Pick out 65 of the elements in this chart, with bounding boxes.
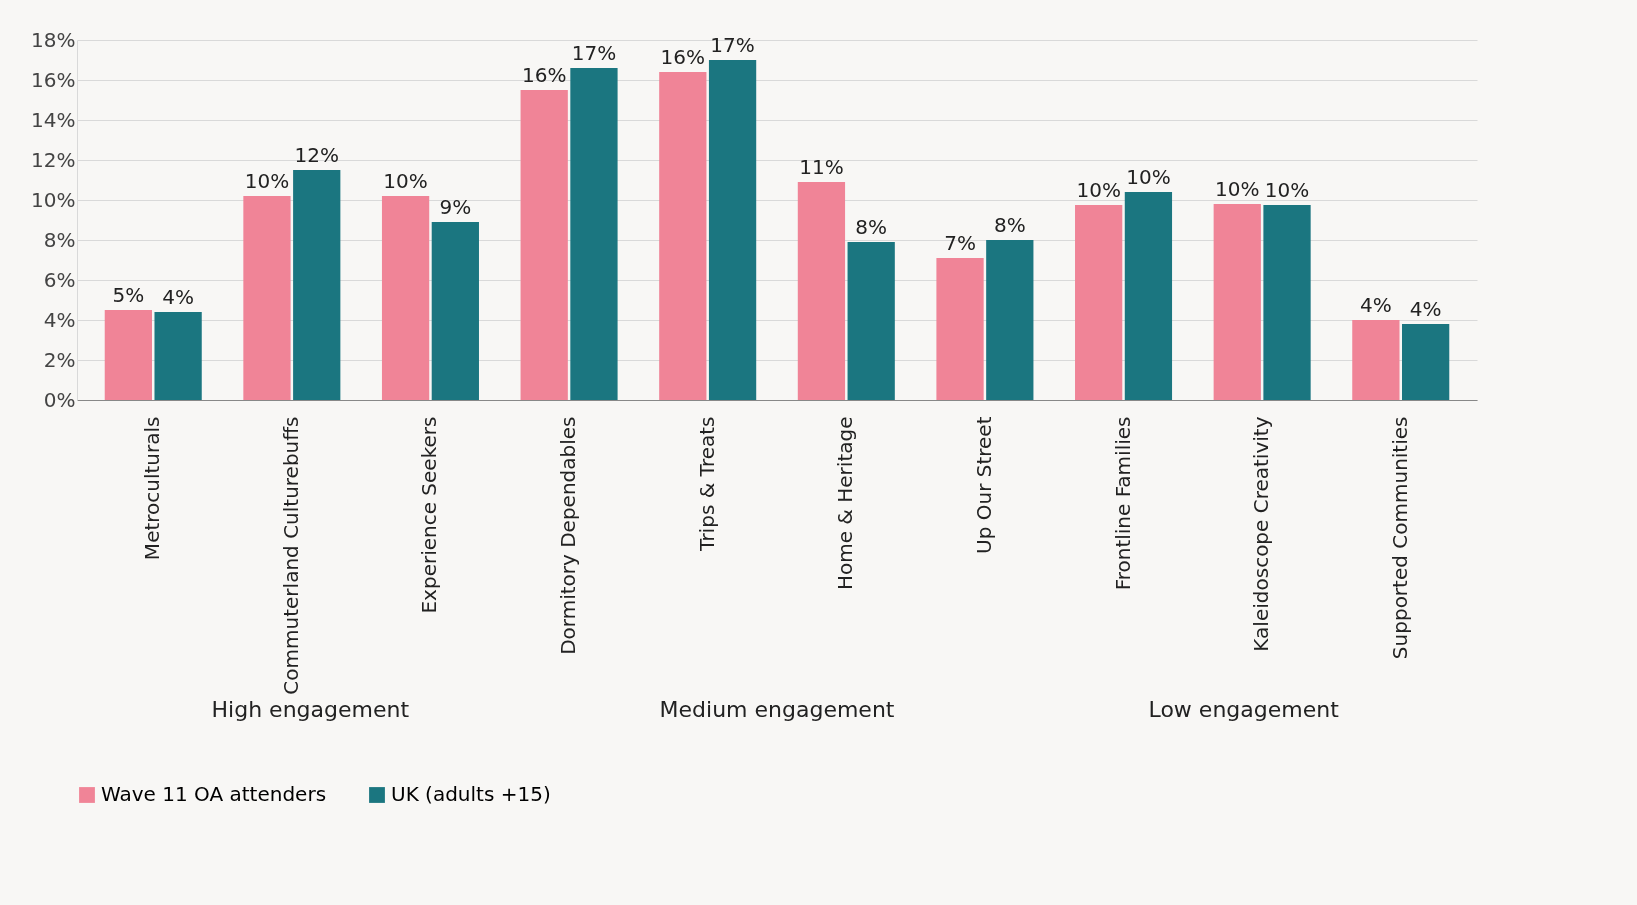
legend-label: UK (adults +15) — [391, 782, 551, 806]
data-label: 10% — [1215, 177, 1260, 201]
x-tick-label: Home & Heritage — [833, 416, 858, 591]
text: Low engagement — [1148, 697, 1340, 722]
data-label: 7% — [944, 231, 976, 255]
data-label: 16% — [660, 45, 706, 69]
data-label: 5% — [112, 283, 145, 307]
data-label: 10% — [1264, 178, 1310, 202]
y-tick-label: 2% — [43, 347, 76, 372]
y-tick-label: 0% — [43, 387, 76, 412]
bar — [154, 312, 202, 400]
bar — [381, 196, 430, 400]
data-label: 4% — [162, 285, 194, 309]
bar — [659, 72, 707, 400]
y-tick-label: 4% — [43, 307, 76, 332]
data-label: 10% — [244, 169, 290, 193]
x-tick-label: Commuterland Culturebuffs — [278, 416, 303, 695]
bar — [1352, 320, 1400, 400]
y-tick-label: 10% — [31, 187, 76, 212]
y-tick-label: 8% — [43, 227, 76, 252]
data-label: 4% — [1409, 297, 1442, 321]
data-label: 16% — [521, 63, 567, 87]
data-label: 17% — [571, 41, 617, 65]
data-label: 10% — [1126, 165, 1171, 189]
y-tick-label: 16% — [31, 67, 76, 92]
x-tick-label: Frontline Families — [1110, 416, 1135, 591]
data-label: 17% — [710, 33, 755, 57]
bar — [1213, 204, 1261, 400]
bar — [570, 68, 618, 400]
bar — [797, 182, 846, 400]
bar — [293, 170, 341, 400]
data-label: 10% — [383, 169, 428, 193]
bar — [708, 60, 757, 400]
x-tick-label: Kaleidoscope Creativity — [1249, 416, 1274, 652]
y-tick-label: 14% — [31, 107, 76, 132]
data-label: 8% — [855, 215, 888, 239]
data-label: 8% — [993, 213, 1026, 237]
x-tick-label: Metroculturals — [140, 416, 165, 561]
bar — [243, 196, 291, 400]
y-tick-label: 18% — [31, 27, 76, 52]
bar — [1263, 205, 1311, 400]
bar — [1402, 324, 1450, 400]
bar — [1124, 192, 1173, 400]
x-tick-label: Trips & Treats — [694, 416, 719, 552]
bar — [431, 222, 479, 400]
x-tick-label: Experience Seekers — [417, 416, 442, 614]
bar — [104, 310, 152, 400]
y-tick-label: 6% — [43, 267, 76, 292]
data-label: 11% — [799, 155, 844, 179]
data-label: 9% — [439, 195, 472, 219]
text: High engagement — [211, 697, 410, 722]
x-tick-label: Up Our Street — [971, 416, 996, 554]
x-tick-label: Supported Communities — [1387, 416, 1412, 660]
bar — [1075, 205, 1123, 400]
text: Medium engagement — [659, 697, 895, 722]
data-label: 10% — [1076, 178, 1121, 202]
data-label: 4% — [1360, 293, 1392, 317]
bar — [936, 258, 984, 400]
legend-label: Wave 11 OA attenders — [101, 782, 327, 806]
bar — [986, 240, 1034, 400]
bar — [847, 242, 895, 400]
bar — [520, 90, 568, 400]
y-tick-label: 12% — [31, 147, 76, 172]
x-tick-label: Dormitory Dependables — [556, 416, 581, 655]
data-label: 12% — [294, 143, 339, 167]
